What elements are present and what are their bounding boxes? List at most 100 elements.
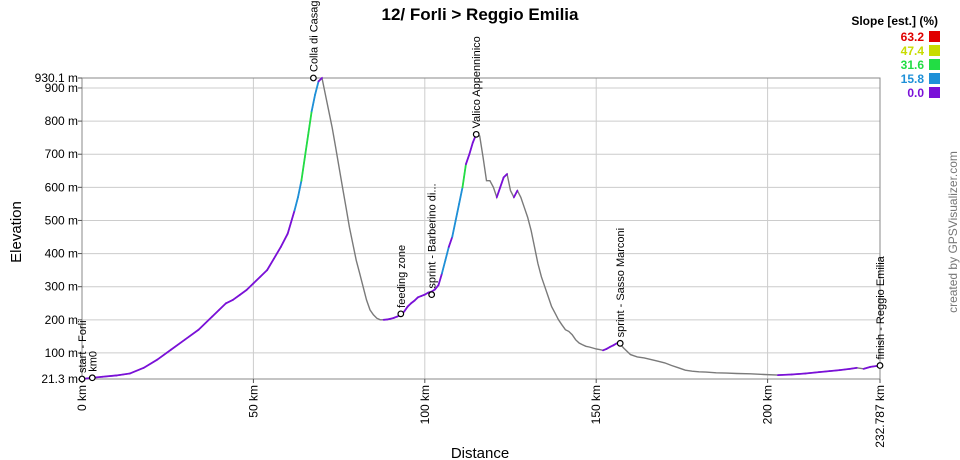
slope-segment (279, 232, 289, 248)
slope-segment (101, 374, 118, 378)
x-tick-label: 200 km (761, 385, 775, 424)
slope-segment (468, 141, 474, 156)
legend-swatch (929, 73, 940, 84)
slope-segment (451, 219, 457, 238)
slope-segment (286, 209, 296, 235)
slope-segment (314, 80, 320, 96)
legend-swatch (929, 59, 940, 70)
slope-segment (115, 372, 131, 377)
y-tick-label: 800 m (45, 114, 78, 128)
y-tick-label: 500 m (45, 213, 78, 227)
slope-segment (862, 365, 872, 370)
slope-segment (197, 315, 214, 331)
slope-segment (776, 373, 793, 377)
slope-segment (502, 173, 508, 179)
waypoint-marker (472, 130, 480, 138)
slope-segment (183, 328, 200, 341)
slope-segment (300, 156, 306, 182)
waypoint-marker (78, 375, 86, 383)
legend-entry-label: 47.4 (901, 44, 925, 58)
slope-segment (454, 202, 460, 222)
slope-segment (317, 77, 323, 83)
y-tick-label: 100 m (45, 346, 78, 360)
waypoint-marker (397, 310, 405, 318)
legend-swatch (929, 45, 940, 56)
legend-entry-label: 31.6 (901, 58, 925, 72)
slope-segment (465, 153, 471, 166)
slope-segment (441, 259, 447, 275)
slope-segment (211, 308, 221, 318)
slope-segment (129, 366, 145, 375)
legend-entry-label: 15.8 (901, 72, 925, 86)
slope-segment (266, 257, 275, 272)
slope-segment (513, 189, 519, 199)
slope-segment (170, 338, 186, 351)
waypoint-marker (616, 339, 624, 347)
credit-text: created by GPSVisualizer.com (946, 151, 960, 313)
slope-segment (848, 366, 858, 370)
waypoint-label: finish - Reggio Emilia (875, 255, 887, 359)
slope-segment (218, 302, 227, 311)
legend-entry-label: 0.0 (907, 86, 924, 100)
waypoint-label: Colla di Casaglia (308, 0, 320, 72)
y-tick-label: 200 m (45, 313, 78, 327)
y-tick-label: 900 m (45, 81, 78, 95)
slope-segment (273, 246, 282, 260)
waypoint-marker (309, 74, 317, 82)
slope-segment (434, 284, 440, 291)
x-tick-label: 150 km (589, 385, 603, 424)
plot-frame (81, 77, 881, 380)
y-tick-label: 930.1 m (35, 71, 78, 85)
legend-swatch (929, 87, 940, 98)
slope-segment (225, 299, 234, 305)
slope-segment (444, 246, 450, 262)
waypoint-label: sprint - Sasso Marconi (615, 228, 627, 337)
legend-title: Slope [est.] (%) (851, 14, 938, 28)
legend-entry-label: 63.2 (901, 30, 925, 44)
legend-swatch (929, 31, 940, 42)
waypoint-marker (88, 374, 96, 382)
waypoint-label: start - Forli (77, 320, 89, 373)
slope-segment (142, 358, 159, 369)
slope-segment (828, 369, 841, 373)
slope-segment (293, 196, 299, 212)
slope-segment (437, 272, 443, 286)
waypoint-label: km0 (87, 351, 99, 372)
y-tick-label: 700 m (45, 147, 78, 161)
slope-segment (461, 163, 467, 189)
waypoint-label: Valico Appenninico (471, 36, 483, 128)
slope-segment (818, 370, 831, 374)
slope-segment (495, 186, 502, 199)
slope-segment (259, 269, 269, 278)
slope-segment (790, 372, 807, 376)
slope-segment (238, 289, 248, 296)
slope-segment (458, 186, 464, 205)
slope-legend: Slope [est.] (%) 63.247.431.615.80.0 (851, 14, 940, 100)
chart-title: 12/ Forli > Reggio Emilia (382, 5, 580, 24)
slope-segment (156, 348, 173, 361)
waypoint-label: feeding zone (396, 245, 408, 308)
waypoint-marker (428, 291, 436, 299)
y-axis-title: Elevation (8, 201, 25, 263)
slope-segment (310, 93, 317, 113)
x-tick-label: 232.787 km (873, 385, 887, 448)
slope-segment (252, 275, 262, 285)
x-tick-label: 50 km (246, 385, 260, 418)
slope-segment (499, 176, 505, 189)
slope-segment (838, 367, 851, 372)
y-tick-label: 600 m (45, 180, 78, 194)
y-axis-ticks: 21.3 m 100 m 200 m 300 m 400 m 500 m 600 m 700 … (35, 71, 82, 386)
y-tick-label: 21.3 m (41, 372, 78, 386)
waypoint-label: sprint - Barberino di... (427, 183, 439, 288)
slope-segment (307, 110, 313, 136)
y-tick-label: 400 m (45, 247, 78, 261)
slope-segment (447, 236, 454, 248)
x-tick-label: 0 km (75, 385, 89, 411)
x-axis-title: Distance (451, 445, 509, 460)
slope-segment (231, 294, 241, 301)
slope-segment (303, 133, 310, 159)
y-tick-label: 300 m (45, 280, 78, 294)
slope-segment (804, 371, 820, 375)
